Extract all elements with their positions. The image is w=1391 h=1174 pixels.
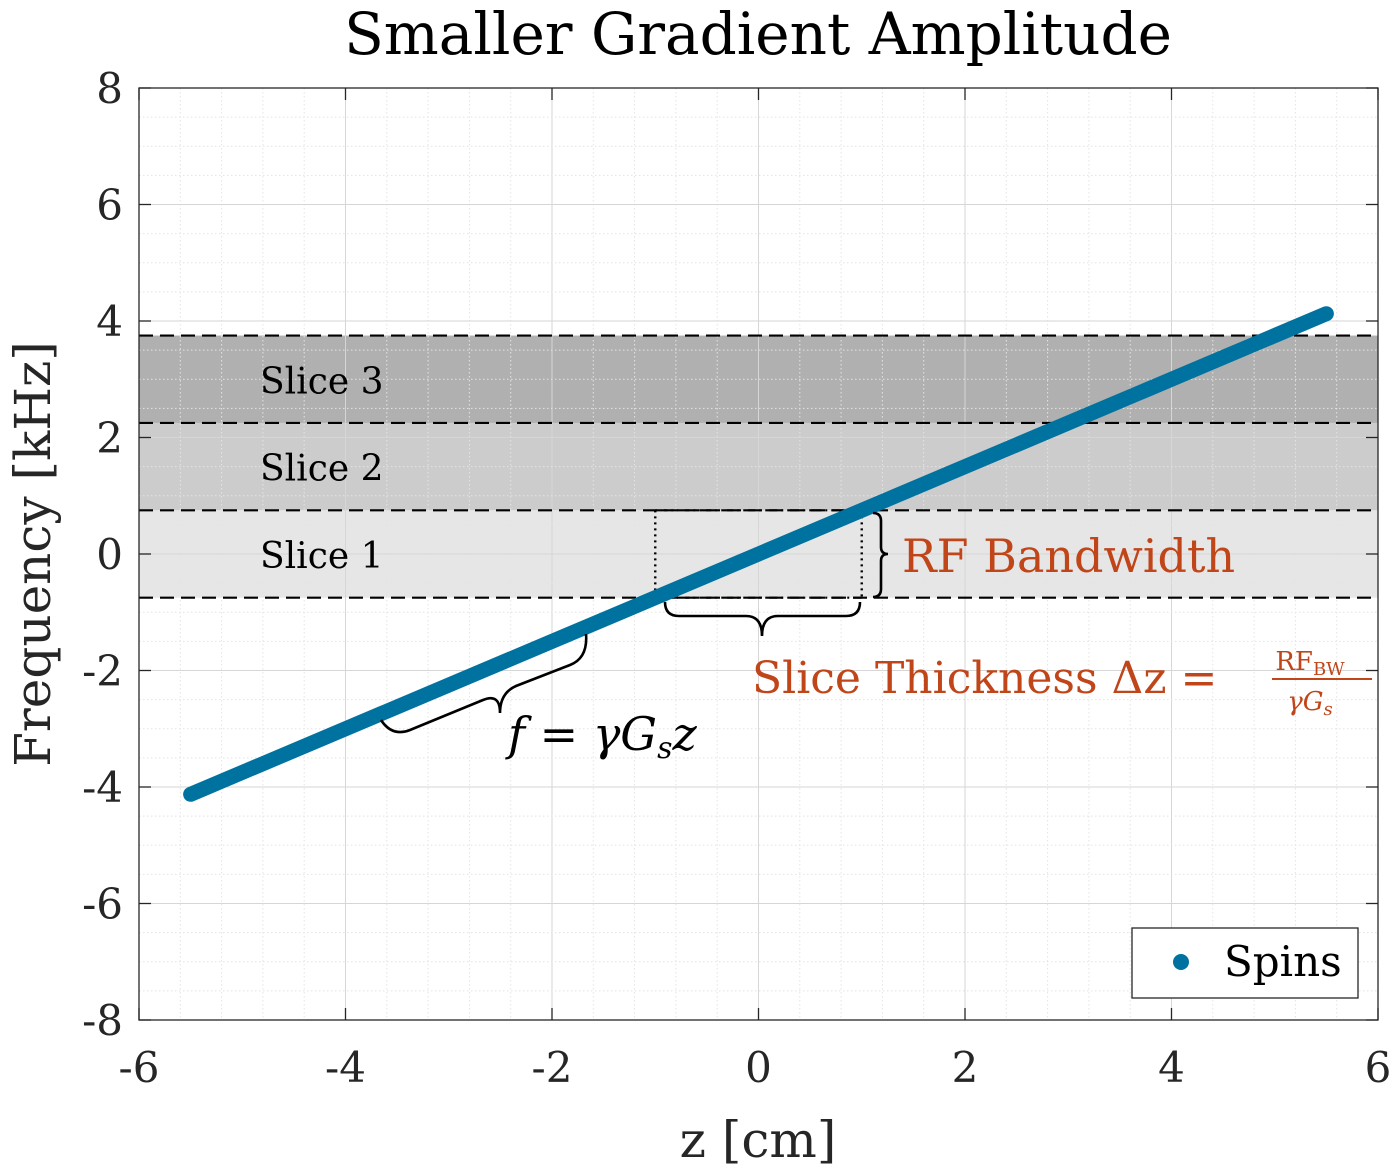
fraction-denominator: γG	[1287, 687, 1323, 717]
x-tick-label: -2	[532, 1043, 573, 1092]
x-axis-label: z [cm]	[680, 1111, 837, 1169]
x-tick-label: -4	[325, 1043, 366, 1092]
legend: Spins	[1131, 927, 1359, 999]
y-tick-label: 4	[96, 297, 123, 346]
chart-title: Smaller Gradient Amplitude	[344, 0, 1172, 68]
slice-thickness-brace	[663, 601, 862, 637]
svg-text:RFBW: RFBW	[1275, 647, 1345, 680]
y-tick-label: 2	[96, 414, 123, 463]
y-tick-label: 6	[96, 181, 123, 230]
formula-eq: = γG	[525, 707, 657, 761]
x-tick-label: 2	[952, 1043, 979, 1092]
legend-box	[1131, 927, 1359, 999]
slice-label-3: Slice 3	[260, 361, 384, 402]
rf-bandwidth-brace	[872, 511, 889, 599]
y-tick-labels: 8 6 4 2 0 -2 -4 -6 -8	[82, 64, 123, 1045]
x-tick-label: -6	[119, 1043, 160, 1092]
gradient-formula-label: f = γGsz	[505, 707, 697, 766]
y-tick-label: -2	[82, 647, 123, 696]
y-tick-label: -8	[82, 996, 123, 1045]
slice-label-2: Slice 2	[260, 449, 384, 490]
y-tick-label: -4	[82, 763, 123, 812]
formula-sub: s	[657, 731, 672, 766]
fraction-numerator: RF	[1275, 647, 1313, 677]
gradient-formula-brace	[379, 633, 588, 734]
spins-line	[183, 306, 1334, 802]
slice-label-1: Slice 1	[260, 536, 384, 577]
fraction-numerator-sub: BW	[1313, 659, 1345, 680]
slice-thickness-text: Slice Thickness Δz =	[752, 653, 1231, 704]
y-tick-label: 8	[96, 64, 123, 113]
grid-lines	[138, 87, 1379, 1021]
x-tick-labels: -6 -4 -2 0 2 4 6	[119, 1043, 1391, 1092]
slice-thickness-label: Slice Thickness Δz = RFBW γGs	[752, 647, 1372, 720]
y-tick-label: 0	[96, 530, 123, 579]
x-tick-label: 0	[745, 1043, 772, 1092]
formula-z: z	[671, 707, 697, 761]
slice-thickness-guides	[654, 509, 863, 599]
y-axis-label: Frequency [kHz]	[4, 341, 62, 767]
slice-labels: Slice 1 Slice 2 Slice 3	[260, 361, 384, 577]
fraction-denominator-sub: s	[1324, 699, 1333, 720]
legend-label-spins: Spins	[1224, 937, 1342, 986]
spins-series	[183, 306, 1334, 802]
axis-ticks	[138, 87, 1379, 1021]
rf-bandwidth-label: RF Bandwidth	[902, 529, 1235, 583]
legend-marker-spins	[1173, 954, 1189, 970]
y-tick-label: -6	[82, 880, 123, 929]
x-tick-label: 6	[1365, 1043, 1391, 1092]
x-tick-label: 4	[1158, 1043, 1185, 1092]
svg-text:γGs: γGs	[1287, 687, 1333, 720]
slice-boundary-lines	[139, 334, 1378, 599]
